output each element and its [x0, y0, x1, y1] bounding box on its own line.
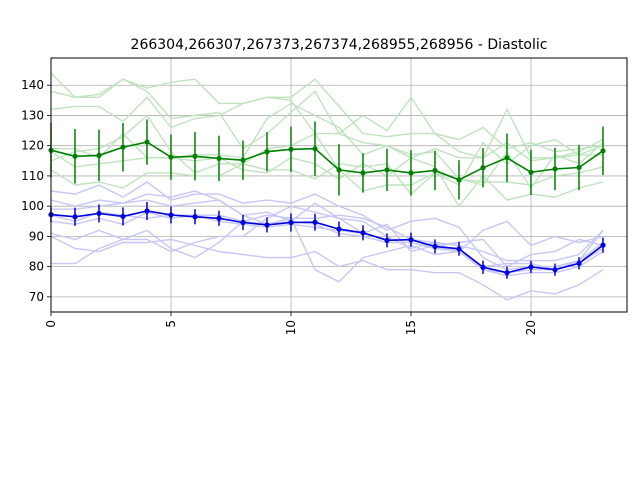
blue-mean-point: [240, 219, 246, 226]
green-mean-point: [552, 166, 558, 172]
x-tick-label: 20: [524, 320, 538, 335]
x-tick-label: 5: [164, 320, 178, 328]
green-mean-point: [528, 169, 534, 175]
blue-mean-line: [50, 210, 604, 274]
x-tick-label: 15: [404, 320, 418, 335]
blue-mean-point: [96, 210, 102, 217]
green-individual-line-2: [50, 96, 604, 162]
green-mean-point: [192, 153, 198, 159]
green-mean-point: [240, 157, 246, 163]
green-mean-point: [216, 155, 222, 161]
blue-mean-point: [72, 214, 78, 220]
green-mean-point: [576, 164, 582, 171]
x-tick-label: 10: [284, 320, 298, 335]
green-mean-point: [264, 149, 270, 155]
blue-individual-line-7: [51, 214, 604, 283]
blue-individual-line-0: [50, 181, 604, 271]
blue-individual-line-1: [50, 190, 604, 262]
blue-mean-point: [528, 264, 534, 270]
blue-mean-point: [432, 243, 438, 249]
green-mean-point: [288, 146, 294, 152]
y-tick-label: 80: [29, 260, 44, 274]
green-mean-point: [600, 148, 606, 154]
blue-mean-point: [192, 214, 198, 220]
y-tick-label: 130: [21, 108, 44, 122]
plot-area-frame: [50, 57, 628, 313]
blue-mean-point: [600, 242, 606, 248]
green-individual-line-0: [50, 72, 604, 153]
green-mean-point: [312, 146, 318, 152]
blue-mean-point: [264, 222, 270, 228]
axes: 0 5 10 15 20 70 80 90 100 110 120 130 140: [21, 78, 538, 335]
green-mean-point: [384, 167, 390, 173]
green-mean-point: [336, 167, 342, 173]
y-tick-label: 140: [21, 78, 44, 92]
chart-title: 266304,266307,267373,267374,268955,26895…: [131, 37, 548, 53]
green-mean-point: [120, 144, 126, 150]
blue-mean-point: [480, 264, 486, 270]
y-tick-label: 90: [29, 229, 44, 243]
blue-mean-point: [504, 270, 510, 276]
blue-mean-point: [120, 213, 126, 220]
green-mean-point: [360, 170, 366, 176]
y-tick-label: 100: [21, 199, 44, 213]
x-tick-label: 0: [44, 320, 58, 328]
y-tick-label: 120: [21, 139, 44, 153]
blue-mean-point: [360, 230, 366, 236]
green-mean-point: [456, 177, 462, 183]
green-individual-line-1: [50, 78, 604, 159]
blue-mean-point: [312, 219, 318, 225]
y-tick-label: 110: [21, 169, 44, 183]
green-individual-line-5: [51, 132, 604, 208]
blue-mean-point: [216, 215, 222, 221]
green-mean-point: [168, 154, 174, 160]
blue-mean-point: [144, 208, 150, 214]
blue-mean-point: [552, 267, 558, 273]
green-mean-point: [432, 167, 438, 174]
green-mean-point: [96, 152, 102, 158]
blue-mean-point: [336, 226, 342, 232]
blue-mean-point: [384, 237, 390, 243]
green-individual-line-3: [50, 102, 604, 190]
blue-mean-point: [456, 246, 462, 252]
green-mean-point: [480, 165, 486, 171]
blue-individual-line-2: [51, 199, 604, 271]
series-layer: [48, 72, 606, 301]
y-tick-label: 70: [29, 290, 44, 304]
blue-individual-line-6: [50, 235, 604, 301]
blue-mean-point: [288, 219, 294, 226]
green-mean-line: [50, 141, 604, 181]
green-mean-point: [504, 155, 510, 161]
blue-individual-line-5: [50, 205, 604, 268]
blue-mean-point: [168, 212, 174, 218]
green-mean-point: [408, 170, 414, 176]
green-mean-point: [72, 153, 78, 159]
blue-mean-point: [408, 237, 414, 243]
green-mean-point: [144, 139, 150, 145]
blue-mean-point: [576, 260, 582, 266]
green-individual-line-6: [50, 114, 604, 192]
